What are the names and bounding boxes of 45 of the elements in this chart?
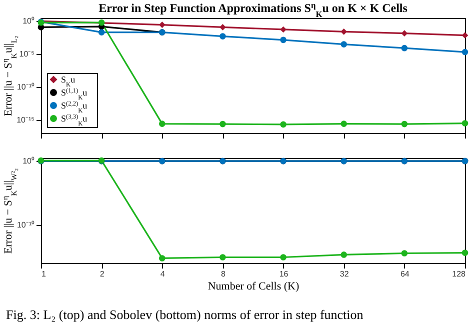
x-tick-label: 64 <box>400 270 410 278</box>
x-tick-label: 4 <box>160 270 166 278</box>
y-tick-label: 10⁰ <box>22 156 34 166</box>
y-tick-label: 10⁻⁵ <box>19 50 34 59</box>
point <box>462 48 468 56</box>
point <box>220 254 226 260</box>
y-tick-label: 10⁻¹⁵ <box>16 115 34 124</box>
point <box>220 24 226 30</box>
point <box>158 120 166 127</box>
legend-label: S$^{(2,2)}$$_{K}$u <box>61 100 88 114</box>
point <box>220 120 226 128</box>
y-tick-label: 10⁻¹⁰ <box>16 82 34 92</box>
x-tick-label: 2 <box>100 270 105 278</box>
y-tick-label: 10⁰ <box>22 16 34 26</box>
point <box>158 22 166 28</box>
point <box>340 120 348 127</box>
point <box>401 250 408 256</box>
point <box>98 29 105 36</box>
point <box>340 252 348 258</box>
point <box>280 254 286 260</box>
caption: Fig. 3: L₂ (top) and Sobolev (bottom) norms of error in step function <box>6 307 364 322</box>
point <box>340 41 348 48</box>
x-tick-label: 16 <box>279 270 289 278</box>
legend-label: S$^{(1,1)}$$_{K}$u <box>61 87 88 101</box>
point <box>280 36 286 44</box>
x-axis-title: Number of Cells (K) <box>208 280 300 292</box>
legend-label: S$^{(3,3)}$$_{K}$u <box>61 113 88 127</box>
x-tick-label: 128 <box>452 270 466 278</box>
point <box>158 255 166 262</box>
point <box>280 26 286 33</box>
point <box>462 120 468 126</box>
y-tick-label: 10⁻¹⁰ <box>16 220 34 230</box>
x-tick-label: 32 <box>340 270 350 278</box>
x-tick-label: 8 <box>220 270 226 278</box>
point <box>462 250 468 256</box>
point <box>280 121 286 128</box>
legend-label: S$_{K}$u <box>61 74 76 88</box>
x-tick-label: 1 <box>42 270 46 278</box>
chart-title: Error in Step Function Approximations S$^{η}$$_{K}$u on K × K Cells <box>98 0 408 19</box>
point <box>401 44 408 52</box>
point <box>401 120 408 128</box>
point <box>401 30 408 36</box>
point <box>340 28 348 35</box>
point <box>462 32 468 38</box>
point <box>220 33 226 40</box>
